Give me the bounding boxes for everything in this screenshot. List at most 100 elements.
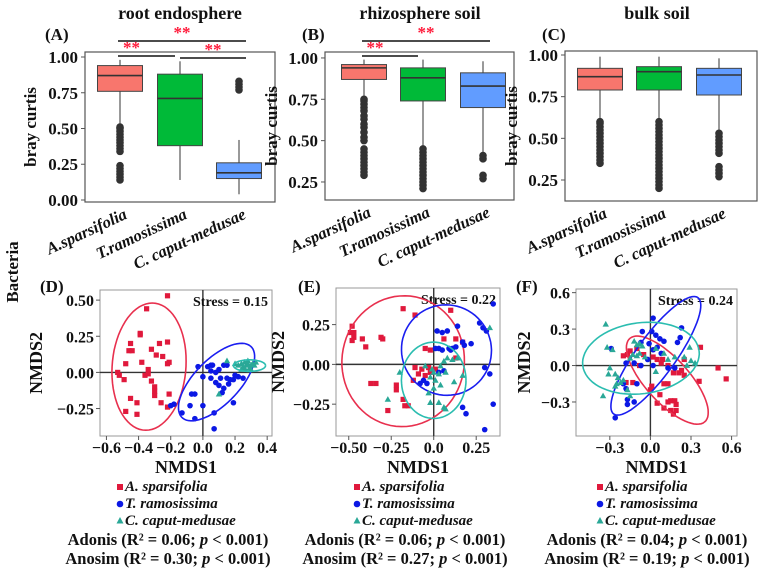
box-0 (97, 59, 143, 184)
data-point-triangle (450, 378, 458, 385)
stat-text: ) (742, 530, 748, 549)
data-point-square (142, 372, 148, 378)
legend-label: A. sparsifolia (124, 479, 208, 495)
data-point-square (415, 371, 422, 377)
data-point-square (145, 366, 151, 373)
y-tick-label: 1.00 (288, 49, 318, 68)
nmds-panel-e: (E) Stress = 0.22 −0.50 −0.25 0.0 0.25 −0.25 0.… (268, 277, 508, 568)
data-point-triangle (660, 350, 668, 356)
data-point-square (681, 356, 687, 363)
data-point-circle (634, 380, 640, 387)
data-point-circle (487, 371, 493, 377)
data-point-square (654, 400, 660, 406)
data-point-square (630, 379, 636, 386)
data-point-circle (638, 362, 644, 369)
data-point-triangle (430, 384, 437, 391)
legend-circle-icon (353, 500, 361, 508)
confidence-ellipse (341, 294, 466, 428)
data-point-square (385, 407, 391, 414)
stat-value: 0.30 (164, 549, 193, 568)
box-2 (460, 61, 506, 183)
y-tick-label: 0.75 (288, 90, 318, 109)
box-iqr (341, 64, 387, 80)
plot-frame (324, 51, 515, 201)
stat-value: Adonis (547, 530, 597, 549)
data-point-circle (192, 391, 198, 397)
data-point-triangle (686, 344, 693, 350)
legend-triangle-icon (596, 517, 604, 524)
data-point-triangle (630, 337, 638, 344)
data-point-triangle (612, 370, 619, 377)
box-1 (157, 61, 203, 180)
plot-frame (564, 50, 758, 202)
data-point-square (153, 352, 159, 358)
outlier-point (596, 117, 604, 126)
y-axis-label: NMDS2 (514, 332, 534, 394)
data-point-triangle (241, 364, 248, 371)
data-point-triangle (384, 396, 392, 402)
x-tick-label: 0.0 (640, 440, 660, 457)
y-tick-label: 0.25 (48, 155, 78, 174)
box-2 (216, 77, 262, 195)
confidence-ellipse (581, 321, 701, 395)
data-point-square (453, 336, 459, 342)
legend-square-icon (597, 484, 603, 490)
stat-text: ; (669, 530, 679, 549)
data-point-square (647, 387, 654, 393)
confidence-ellipse (177, 342, 256, 422)
stat-text: p (677, 530, 687, 549)
data-point-square (148, 378, 155, 384)
data-point-triangle (652, 345, 660, 351)
boxplot-panel-b: rhizosphere soil (B) bray curtis 0.25 0.50 0.… (262, 3, 515, 271)
data-point-square (164, 404, 171, 410)
data-point-square (400, 396, 406, 402)
data-point-triangle (620, 376, 627, 383)
y-tick-label: 0.75 (48, 84, 78, 103)
legend-triangle-icon (116, 517, 124, 524)
data-point-triangle (603, 344, 611, 350)
data-point-triangle (652, 368, 660, 375)
data-point-square (123, 361, 129, 367)
boxplot-panel-c: bulk soil(C)bray curtis0.250.500.751.00A… (502, 3, 758, 272)
data-point-circle (444, 328, 451, 334)
data-point-square (145, 371, 151, 377)
confidence-ellipse (232, 359, 267, 373)
stat-text: ) (744, 549, 750, 568)
panel-letter: (F) (516, 277, 538, 296)
data-point-square (158, 400, 164, 406)
data-point-square (649, 383, 655, 389)
x-tick-label: −0.25 (373, 440, 410, 457)
data-point-square (134, 400, 140, 406)
stat-text: p (435, 530, 445, 549)
panel-title: rhizosphere soil (359, 3, 480, 23)
data-point-triangle (605, 370, 612, 377)
data-point-square (422, 372, 428, 379)
data-point-triangle (435, 370, 443, 377)
box-1 (400, 59, 446, 193)
stat-value: 0.06 (161, 530, 190, 549)
stat-value: < 0.001 (693, 549, 744, 568)
stat-value: Anosim (544, 549, 598, 568)
box-0 (577, 56, 623, 168)
y-tick-label: 0.50 (528, 129, 558, 148)
data-point-square (164, 293, 171, 299)
confidence-ellipse (625, 335, 710, 426)
data-point-triangle (449, 356, 456, 363)
stat-line-adonis: Adonis (R² = 0.06; p < 0.001) (305, 530, 506, 549)
data-point-circle (468, 340, 474, 347)
data-point-circle (671, 365, 678, 371)
box-iqr (577, 67, 623, 91)
outlier-point (360, 95, 368, 104)
outlier-point (360, 145, 368, 153)
data-point-circle (661, 338, 667, 345)
y-tick-label: −0.3 (541, 395, 570, 412)
data-point-triangle (235, 361, 242, 368)
data-point-square (166, 359, 172, 365)
data-point-square (412, 364, 418, 371)
data-point-square (668, 398, 674, 404)
y-tick-label: 0.75 (528, 88, 558, 107)
data-point-triangle (442, 369, 449, 375)
outlier-point (116, 161, 124, 170)
